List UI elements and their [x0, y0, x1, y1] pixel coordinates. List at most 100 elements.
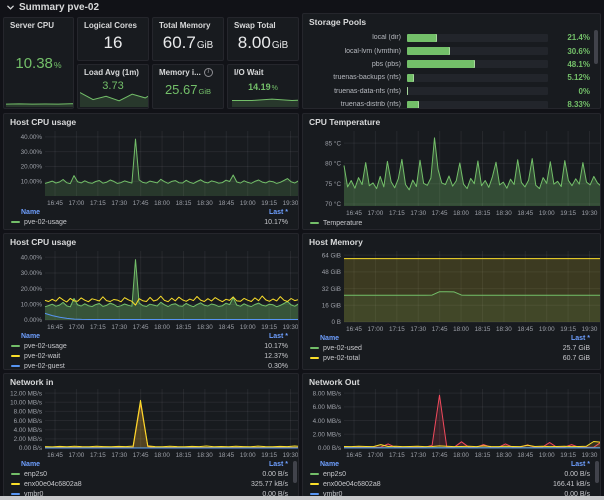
- panel-title[interactable]: Memory i...i: [159, 68, 213, 77]
- svg-text:0.00 B/s: 0.00 B/s: [19, 445, 42, 452]
- chart-canvas[interactable]: 0.00 B/s2.00 MB/s4.00 MB/s6.00 MB/s8.00 …: [306, 385, 601, 459]
- panel-title[interactable]: Storage Pools: [309, 17, 366, 27]
- panel-title[interactable]: Swap Total: [234, 21, 276, 30]
- svg-text:17:15: 17:15: [389, 452, 405, 459]
- legend-name-header[interactable]: Name: [320, 335, 339, 342]
- legend-name-header[interactable]: Name: [21, 461, 40, 468]
- svg-text:19:15: 19:15: [560, 452, 576, 459]
- total-memory-value: 60.7: [163, 33, 196, 52]
- svg-text:18:45: 18:45: [517, 210, 533, 217]
- legend-series-name[interactable]: pve-02-usage: [24, 343, 67, 350]
- legend-name-header[interactable]: Name: [320, 461, 339, 468]
- panel-title[interactable]: I/O Wait: [234, 68, 263, 77]
- legend-last-header[interactable]: Last *: [269, 461, 288, 468]
- panel-host-memory: Host Memory Memory 0 B16 GiB32 GiB48 GiB…: [302, 233, 601, 370]
- svg-text:19:30: 19:30: [582, 326, 598, 333]
- legend-series-name[interactable]: enx00e04c6802a8: [24, 481, 82, 488]
- svg-text:20.00%: 20.00%: [21, 286, 43, 293]
- io-wait-value: 14.19: [248, 82, 271, 92]
- svg-text:40.00%: 40.00%: [21, 254, 43, 261]
- legend-row: enp2s0 0.00 B/s: [4, 469, 298, 479]
- panel-title[interactable]: Host CPU usage: [10, 117, 76, 127]
- chart-canvas[interactable]: 10.00%20.00%30.00%40.00%16:4517:0017:151…: [7, 127, 299, 207]
- legend-scrollbar[interactable]: [293, 461, 297, 497]
- storage-pool-value: 21.4%: [548, 33, 590, 42]
- svg-text:19:30: 19:30: [283, 452, 299, 459]
- chart-canvas[interactable]: 0 B16 GiB32 GiB48 GiB64 GiB16:4517:0017:…: [306, 247, 601, 333]
- storage-pool-bar-track: [407, 87, 548, 95]
- legend-last-header[interactable]: Last *: [269, 209, 288, 216]
- chart-canvas[interactable]: 70 °C75 °C80 °C85 °C16:4517:0017:1517:30…: [306, 127, 601, 217]
- storage-scrollbar[interactable]: [594, 30, 598, 104]
- svg-text:16:45: 16:45: [346, 452, 362, 459]
- panel-title[interactable]: Host Memory: [309, 237, 363, 247]
- svg-text:0.00%: 0.00%: [24, 317, 42, 324]
- legend-scrollbar-thumb[interactable]: [595, 461, 599, 483]
- legend-name-header[interactable]: Name: [21, 333, 40, 340]
- panel-swap-total: Swap Total 8.00GiB: [227, 17, 299, 61]
- panel-title[interactable]: Load Avg (1m): [84, 68, 139, 77]
- series-color-swatch: [11, 221, 20, 224]
- legend-series-last-value: 60.7 GiB: [563, 355, 590, 362]
- legend-last-header[interactable]: Last *: [269, 333, 288, 340]
- svg-text:19:15: 19:15: [261, 324, 277, 331]
- panel-title[interactable]: Server CPU: [10, 21, 54, 30]
- legend-series-name[interactable]: pve-02-wait: [24, 353, 60, 360]
- svg-text:17:30: 17:30: [410, 452, 426, 459]
- row-title[interactable]: Summary pve-02: [19, 2, 99, 13]
- svg-text:19:30: 19:30: [582, 452, 598, 459]
- panel-title[interactable]: CPU Temperature: [309, 117, 380, 127]
- panel-title[interactable]: Logical Cores: [84, 21, 137, 30]
- chart-canvas[interactable]: 0.00%10.00%20.00%30.00%40.00%16:4517:001…: [7, 247, 299, 331]
- series-color-swatch: [310, 493, 319, 496]
- svg-text:18:45: 18:45: [218, 452, 234, 459]
- svg-text:17:15: 17:15: [389, 210, 405, 217]
- panel-title[interactable]: Host CPU usage: [10, 237, 76, 247]
- svg-text:10.00 MB/s: 10.00 MB/s: [10, 399, 42, 406]
- svg-text:12.00 MB/s: 12.00 MB/s: [10, 390, 42, 397]
- legend-series-name[interactable]: enp2s0: [323, 471, 346, 478]
- panel-title[interactable]: Total Memory: [159, 21, 210, 30]
- legend-series-name[interactable]: enp2s0: [24, 471, 47, 478]
- legend-name-header[interactable]: Name: [21, 209, 40, 216]
- storage-pool-bar: [407, 101, 419, 109]
- legend-last-header[interactable]: Last *: [571, 461, 590, 468]
- chart-canvas[interactable]: 0.00 B/s2.00 MB/s4.00 MB/s6.00 MB/s8.00 …: [7, 385, 299, 459]
- chart-legend: NameLast *pve-02-usage10.17%pve-02-wait1…: [4, 332, 298, 370]
- storage-pool-value: 30.6%: [548, 47, 590, 56]
- panel-server-cpu: Server CPU 10.38%: [3, 17, 74, 109]
- storage-pool-value: 8.33%: [548, 100, 590, 109]
- legend-series-name[interactable]: Temperature: [323, 220, 362, 227]
- server-cpu-unit: %: [54, 60, 62, 70]
- storage-pool-label: pbs (pbs): [309, 61, 407, 68]
- svg-text:18:45: 18:45: [517, 326, 533, 333]
- storage-pool-label: truenas-backups (nfs): [309, 74, 407, 81]
- svg-text:17:15: 17:15: [90, 200, 106, 207]
- svg-text:17:45: 17:45: [133, 452, 149, 459]
- legend-series-name[interactable]: pve-02-guest: [24, 363, 65, 370]
- svg-text:8.00 MB/s: 8.00 MB/s: [14, 409, 42, 416]
- legend-series-last-value: 0.00 B/s: [564, 471, 590, 478]
- legend-header: Name Last *: [4, 460, 298, 469]
- legend-series-name[interactable]: pve-02-usage: [24, 219, 67, 226]
- series-color-swatch: [310, 222, 319, 225]
- svg-text:17:15: 17:15: [90, 324, 106, 331]
- storage-pool-value: 48.1%: [548, 60, 590, 69]
- panel-network-in: Network in Percent 0.00 B/s2.00 MB/s4.00…: [3, 373, 299, 497]
- legend-series-name[interactable]: pve-02-used: [323, 345, 362, 352]
- svg-text:18:30: 18:30: [197, 324, 213, 331]
- legend-scrollbar-thumb[interactable]: [293, 461, 297, 483]
- svg-text:18:00: 18:00: [154, 324, 170, 331]
- svg-text:17:45: 17:45: [133, 324, 149, 331]
- svg-text:19:15: 19:15: [560, 326, 576, 333]
- legend-series-name[interactable]: pve-02-total: [323, 355, 360, 362]
- storage-pool-row: truenas-data-nfs (nfs)0%: [309, 85, 590, 98]
- legend-series-name[interactable]: enx00e04c6802a8: [323, 481, 381, 488]
- info-icon[interactable]: i: [204, 68, 213, 77]
- series-color-swatch: [11, 473, 20, 476]
- chevron-down-icon[interactable]: [6, 3, 15, 12]
- legend-last-header[interactable]: Last *: [571, 335, 590, 342]
- legend-scrollbar[interactable]: [595, 461, 599, 497]
- panel-host-cpu-usage-2: Host CPU usage Percent 0.00%10.00%20.00%…: [3, 233, 299, 370]
- legend-series-last-value: 0.00 B/s: [262, 471, 288, 478]
